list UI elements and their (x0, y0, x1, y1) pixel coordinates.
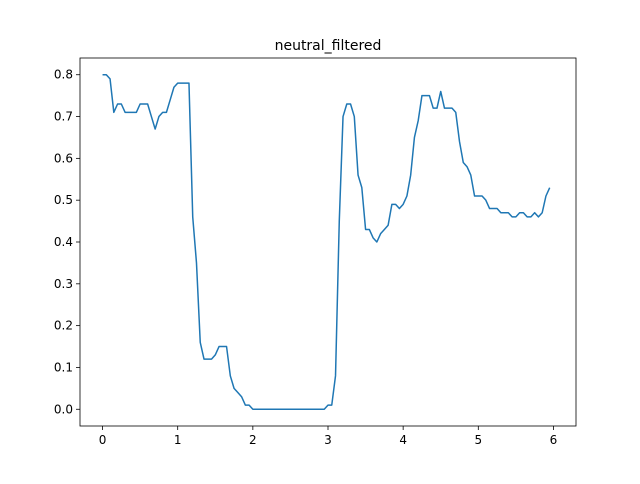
x-tick-label: 3 (324, 433, 332, 447)
plot-frame (79, 57, 577, 427)
x-tick-label: 1 (174, 433, 182, 447)
x-tick-label: 2 (249, 433, 257, 447)
x-tick-label: 0 (99, 433, 107, 447)
x-tick-label: 5 (474, 433, 482, 447)
chart-title: neutral_filtered (275, 38, 382, 54)
y-tick-label: 0.4 (54, 235, 73, 249)
line (102, 73, 551, 411)
y-tick-label: 0.7 (54, 110, 73, 124)
x-tick-label: 4 (399, 433, 407, 447)
y-tick-label: 0.2 (54, 319, 73, 333)
y-tick-label: 0.6 (54, 151, 73, 165)
x-tick-label: 6 (550, 433, 558, 447)
y-tick-label: 0.1 (54, 360, 73, 374)
y-tick-label: 0.3 (54, 277, 73, 291)
y-tick-label: 0.5 (54, 193, 73, 207)
y-tick-label: 0.0 (54, 402, 73, 416)
y-tick-label: 0.8 (54, 68, 73, 82)
